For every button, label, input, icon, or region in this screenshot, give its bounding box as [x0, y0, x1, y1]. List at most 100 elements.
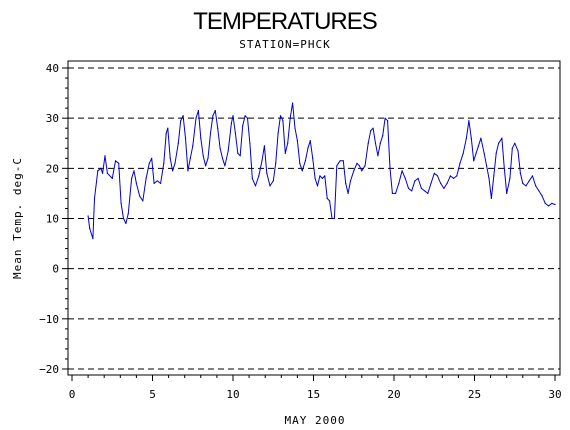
data-point: [525, 185, 527, 187]
data-point: [531, 175, 534, 177]
plot-frame: [67, 60, 561, 376]
data-point: [449, 175, 451, 177]
data-point: [167, 127, 169, 129]
data-point: [417, 177, 419, 179]
data-point: [139, 195, 141, 197]
grid-lines: [68, 67, 560, 370]
data-point: [197, 110, 199, 112]
data-point: [207, 157, 209, 159]
data-point: [237, 152, 239, 154]
data-point: [160, 182, 162, 184]
data-point: [538, 190, 540, 192]
data-point: [301, 170, 303, 172]
data-point: [165, 132, 167, 134]
x-axis-label: MAY 2000: [285, 414, 346, 427]
data-point: [89, 227, 91, 230]
data-point: [114, 160, 117, 162]
data-point: [145, 177, 147, 179]
data-point: [430, 182, 432, 184]
data-point: [122, 217, 125, 220]
x-tick-label: 10: [226, 388, 239, 401]
data-point: [148, 162, 150, 164]
data-point: [333, 217, 335, 220]
data-point: [87, 215, 89, 217]
data-point: [462, 152, 464, 154]
data-point: [120, 202, 122, 204]
data-point: [180, 120, 182, 122]
data-point: [519, 172, 522, 174]
data-point: [370, 130, 372, 132]
data-point: [234, 132, 236, 134]
data-point: [468, 120, 470, 122]
data-point: [501, 137, 503, 139]
y-tick-label: −10: [39, 313, 59, 326]
data-point: [289, 117, 291, 119]
data-point: [100, 167, 102, 169]
data-point: [131, 177, 133, 179]
data-point: [244, 115, 246, 117]
data-point: [184, 137, 187, 139]
data-point: [246, 117, 249, 119]
data-point: [483, 152, 485, 154]
x-tick-label: 0: [69, 388, 76, 401]
data-point: [242, 125, 244, 127]
data-point: [407, 187, 410, 189]
data-point: [135, 182, 137, 184]
data-point: [456, 175, 458, 177]
data-point: [314, 177, 316, 179]
data-point: [272, 180, 274, 182]
data-point: [261, 160, 263, 162]
data-point: [219, 147, 221, 149]
data-point: [151, 157, 153, 159]
chart-subtitle: STATION=PHCK: [239, 38, 330, 51]
data-point: [358, 165, 360, 167]
data-point: [404, 177, 406, 179]
data-point: [227, 150, 229, 152]
data-point: [329, 200, 331, 202]
data-point: [182, 115, 184, 117]
data-point: [414, 180, 416, 182]
y-tick-label: 40: [46, 62, 59, 75]
data-point: [427, 192, 429, 194]
data-point: [111, 177, 113, 179]
data-point: [326, 197, 328, 199]
data-point: [503, 167, 505, 169]
data-point: [142, 200, 144, 202]
data-point: [294, 127, 296, 129]
data-point: [307, 147, 309, 149]
data-point: [172, 170, 174, 172]
data-point: [104, 155, 106, 157]
data-point: [440, 182, 442, 184]
data-point: [336, 165, 338, 167]
data-point: [163, 162, 165, 164]
data-point: [506, 192, 508, 194]
data-point: [195, 117, 197, 119]
data-point: [177, 142, 179, 144]
data-point: [156, 180, 158, 182]
data-point: [102, 172, 104, 174]
data-point: [436, 175, 439, 177]
data-point: [232, 115, 234, 117]
data-point: [517, 150, 519, 152]
data-point: [473, 160, 475, 162]
data-point: [379, 142, 381, 144]
data-point: [282, 120, 284, 122]
data-point: [480, 137, 482, 139]
data-point: [356, 162, 358, 164]
x-tick-label: 15: [307, 388, 320, 401]
x-tick-label: 30: [548, 388, 561, 401]
data-point: [495, 152, 497, 154]
y-tick-label: 20: [46, 162, 59, 175]
data-point: [125, 222, 127, 225]
data-point: [374, 142, 377, 144]
data-point: [453, 177, 455, 179]
data-point: [205, 165, 207, 167]
data-point: [169, 157, 171, 159]
data-point: [443, 187, 445, 189]
data-point: [367, 142, 369, 144]
data-point: [389, 167, 391, 169]
data-point: [324, 175, 326, 177]
data-point: [127, 212, 129, 215]
data-point: [251, 177, 253, 179]
x-tick-label: 5: [149, 388, 156, 401]
